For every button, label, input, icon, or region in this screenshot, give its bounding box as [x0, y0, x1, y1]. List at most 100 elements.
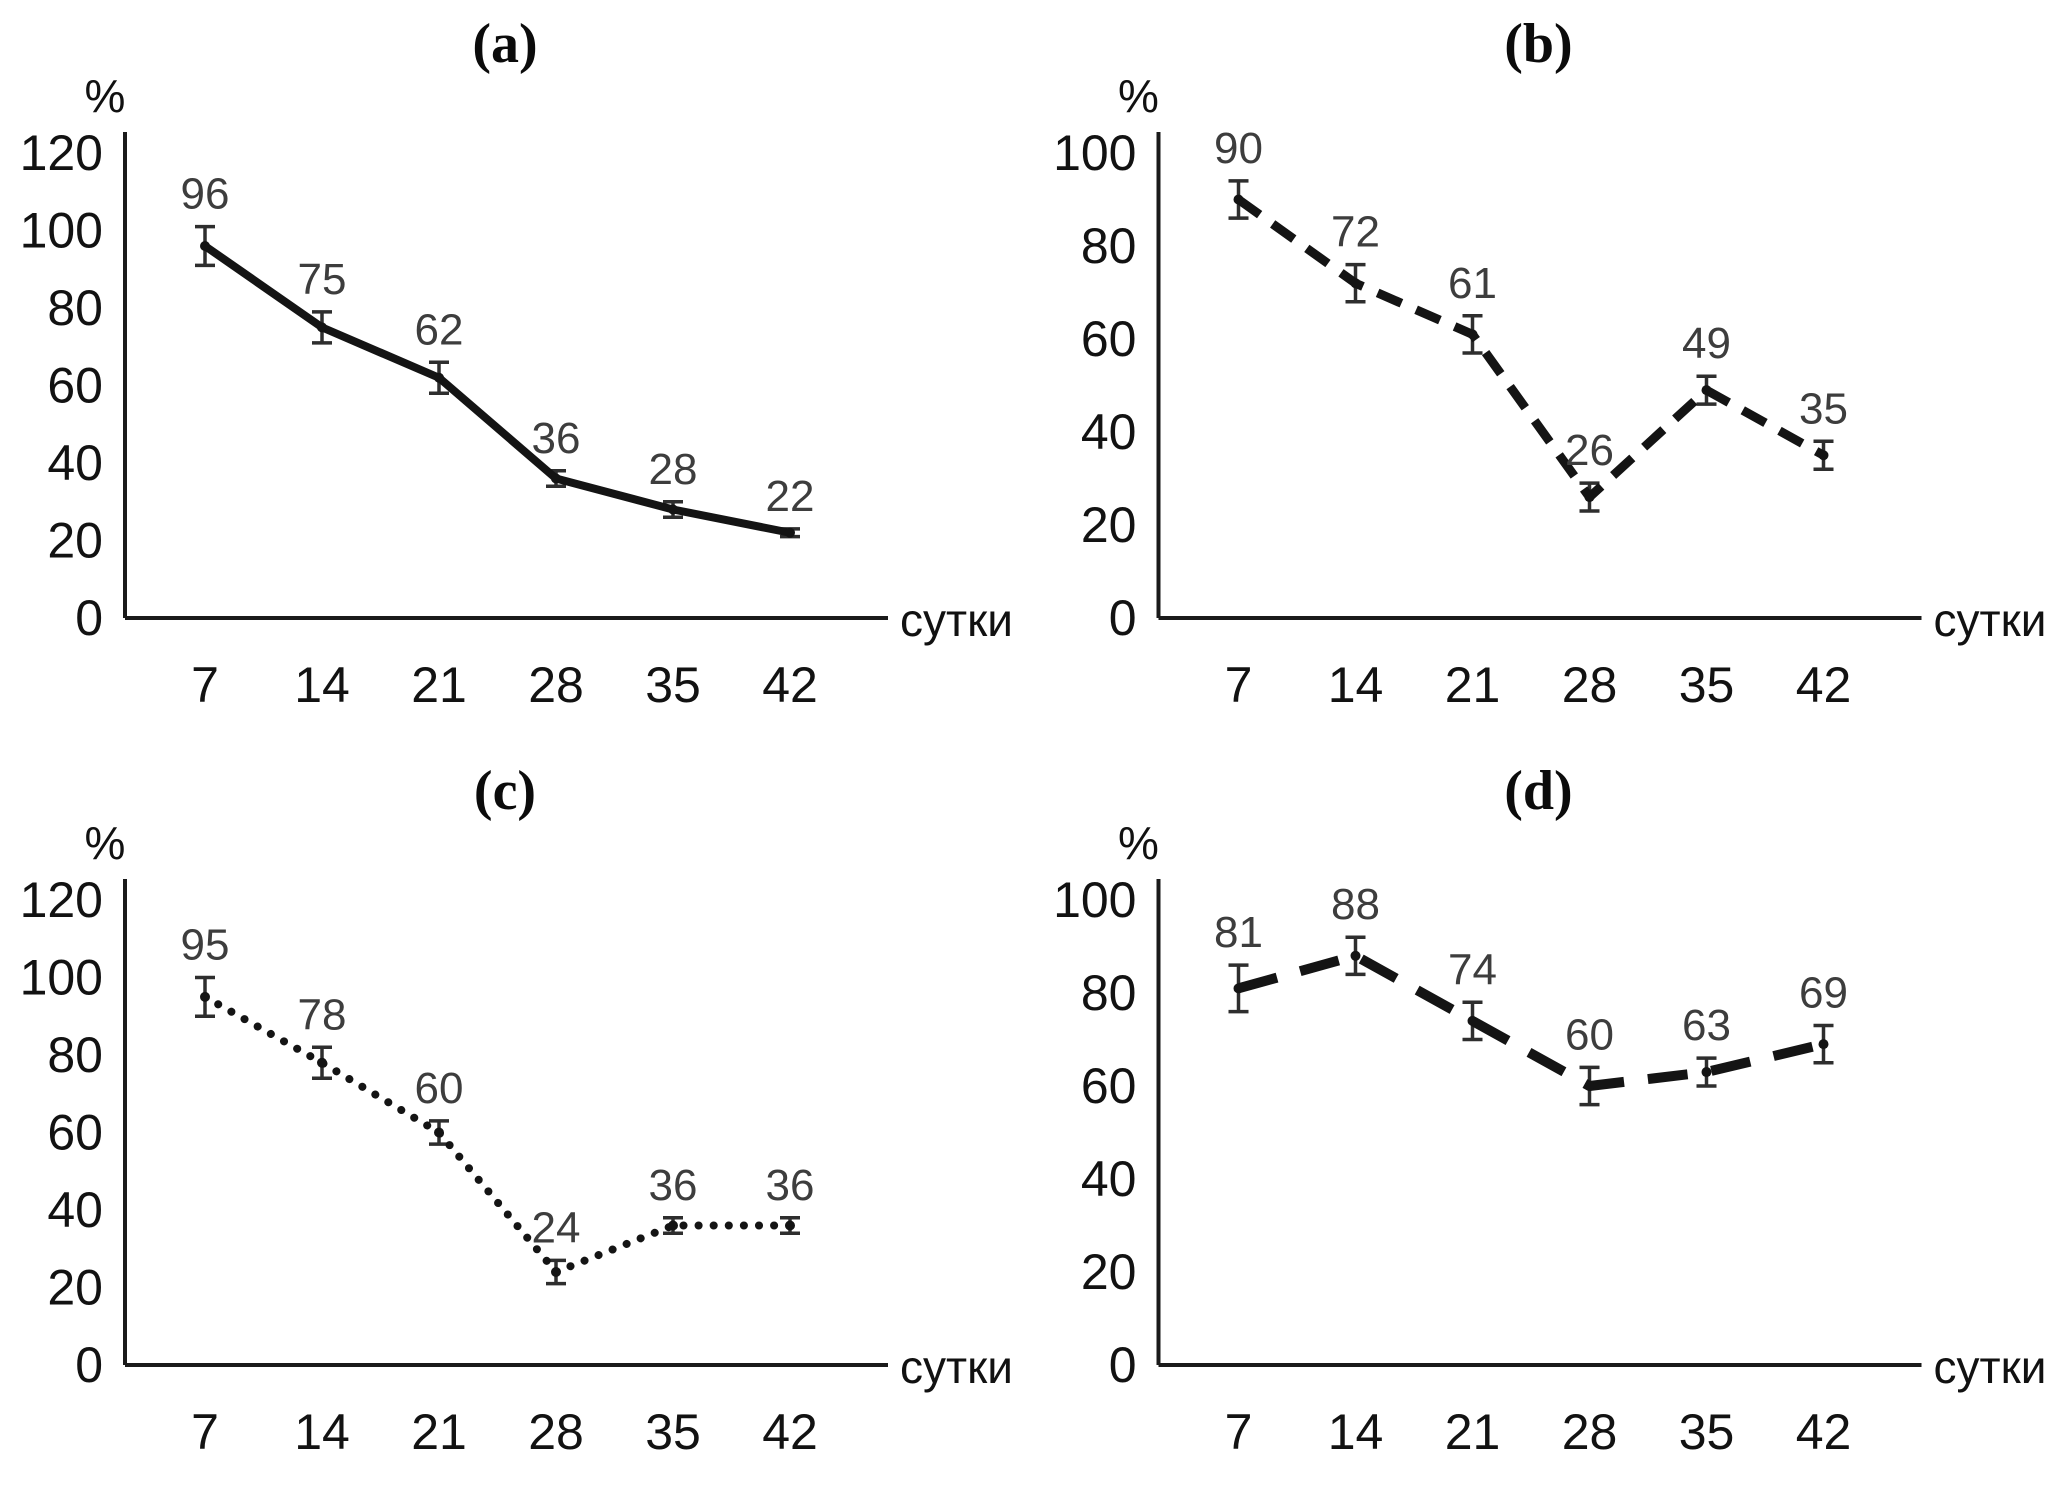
data-label-a-35: 28 [649, 445, 698, 494]
x-tick-label-c-42: 42 [762, 1404, 818, 1460]
x-tick-label-b-21: 21 [1445, 657, 1501, 713]
series-line-a-solid [202, 242, 791, 537]
data-point-c-14 [317, 1057, 327, 1068]
data-point-a-35 [668, 504, 678, 515]
panel-d-y-unit: % [1118, 817, 1159, 869]
data-point-a-28 [551, 473, 561, 484]
data-label-c-28: 24 [532, 1203, 581, 1252]
panel-b-y-unit: % [1118, 70, 1159, 122]
x-tick-label-c-14: 14 [294, 1404, 350, 1460]
panel-b-chart: (b) % сутки 0 20 40 60 80 100 7 14 21 28 35 42 90 72 6… [1053, 13, 2047, 713]
data-label-d-14: 88 [1331, 880, 1380, 929]
data-label-d-28: 60 [1565, 1010, 1614, 1059]
y-tick-label-a-0: 0 [75, 590, 103, 646]
data-point-c-35 [668, 1220, 678, 1231]
data-label-b-21: 61 [1448, 259, 1497, 308]
data-point-c-7 [200, 991, 210, 1002]
data-label-b-28: 26 [1565, 426, 1614, 475]
data-label-d-21: 74 [1448, 945, 1497, 994]
data-point-d-14 [1350, 950, 1361, 961]
data-point-c-21 [434, 1127, 444, 1138]
data-label-b-14: 72 [1331, 208, 1380, 257]
data-point-b-7 [1233, 194, 1244, 205]
data-label-a-14: 75 [298, 255, 347, 304]
panel-a: (a) % сутки 0 20 40 60 80 100 120 7 14 21 28 35 42 96… [0, 0, 1033, 747]
data-point-b-21 [1467, 329, 1478, 340]
x-tick-label-a-21: 21 [411, 657, 467, 713]
panel-b-title: (b) [1504, 13, 1572, 75]
series-line-b-dashed [1235, 195, 1826, 502]
x-tick-label-b-35: 35 [1679, 657, 1735, 713]
data-label-c-14: 78 [298, 990, 347, 1039]
y-tick-label-a-100: 100 [20, 203, 103, 259]
y-tick-label-d-100: 100 [1053, 872, 1136, 928]
data-label-c-42: 36 [766, 1161, 815, 1210]
y-tick-label-c-120: 120 [20, 872, 103, 928]
data-point-a-21 [434, 372, 444, 383]
x-tick-label-a-42: 42 [762, 657, 818, 713]
panel-c-x-unit: сутки [900, 1341, 1013, 1393]
data-point-a-14 [317, 322, 327, 333]
panel-a-chart: (a) % сутки 0 20 40 60 80 100 120 7 14 21 28 35 42 96… [20, 13, 1013, 713]
panel-d-plot-area: 0 20 40 60 80 100 7 14 21 28 35 42 81 88 74 60 63 69 [1053, 872, 1922, 1460]
x-tick-label-c-7: 7 [191, 1404, 219, 1460]
y-tick-label-b-60: 60 [1081, 311, 1137, 367]
y-tick-label-a-80: 80 [47, 280, 103, 336]
data-label-a-28: 36 [532, 414, 581, 463]
data-label-a-7: 96 [181, 170, 230, 219]
data-label-b-35: 49 [1682, 319, 1731, 368]
data-label-c-7: 95 [181, 921, 230, 970]
data-point-a-7 [200, 241, 210, 251]
x-tick-label-d-42: 42 [1796, 1404, 1852, 1460]
x-tick-label-c-35: 35 [645, 1404, 701, 1460]
y-tick-label-a-60: 60 [47, 358, 103, 414]
data-point-d-28 [1584, 1081, 1595, 1091]
data-point-c-42 [785, 1220, 795, 1231]
data-point-d-42 [1818, 1039, 1829, 1050]
data-label-a-42: 22 [766, 472, 815, 521]
x-tick-label-d-28: 28 [1562, 1404, 1618, 1460]
x-tick-label-a-14: 14 [294, 657, 350, 713]
panel-a-plot-area: 0 20 40 60 80 100 120 7 14 21 28 35 42 96 75 62 36 28 22 [20, 125, 888, 713]
y-tick-label-a-20: 20 [47, 513, 103, 569]
y-tick-label-d-0: 0 [1109, 1337, 1137, 1393]
y-tick-label-c-60: 60 [47, 1105, 103, 1161]
data-point-d-35 [1701, 1067, 1712, 1078]
panel-b-x-unit: сутки [1934, 594, 2047, 646]
panel-c-plot-area: 0 20 40 60 80 100 120 7 14 21 28 35 42 95 78 60 24 36 36 [20, 872, 888, 1460]
x-tick-label-d-21: 21 [1445, 1404, 1501, 1460]
panel-a-y-unit: % [85, 70, 126, 122]
y-tick-label-c-80: 80 [47, 1027, 103, 1083]
panel-a-title: (a) [472, 13, 537, 75]
x-tick-label-d-14: 14 [1328, 1404, 1384, 1460]
y-tick-label-b-80: 80 [1081, 218, 1137, 274]
data-point-a-42 [785, 527, 795, 538]
x-tick-label-b-7: 7 [1225, 657, 1253, 713]
panel-d-title: (d) [1504, 760, 1572, 822]
series-line-c-dotted [201, 992, 794, 1276]
panel-d-chart: (d) % сутки 0 20 40 60 80 100 7 14 21 28 35 42 81 88 7… [1053, 760, 2046, 1460]
x-tick-label-b-42: 42 [1796, 657, 1852, 713]
panel-b-plot-area: 0 20 40 60 80 100 7 14 21 28 35 42 90 72 61 26 49 35 [1053, 124, 1922, 713]
y-tick-label-b-40: 40 [1081, 404, 1137, 460]
data-label-d-7: 81 [1214, 908, 1263, 957]
panel-c-chart: (c) % сутки 0 20 40 60 80 100 120 7 14 21 28 35 42 95… [20, 760, 1013, 1460]
x-tick-label-b-14: 14 [1328, 657, 1384, 713]
panel-c-title: (c) [474, 760, 536, 822]
data-point-d-21 [1467, 1015, 1478, 1026]
data-point-b-14 [1350, 278, 1361, 289]
series-line-d-long-dash [1237, 950, 1825, 1091]
x-tick-label-a-35: 35 [645, 657, 701, 713]
x-tick-label-d-35: 35 [1679, 1404, 1735, 1460]
data-point-b-28 [1584, 492, 1595, 503]
panel-b: (b) % сутки 0 20 40 60 80 100 7 14 21 28 35 42 90 72 6… [1033, 0, 2067, 747]
y-tick-label-c-40: 40 [47, 1182, 103, 1238]
data-point-d-7 [1233, 983, 1244, 994]
data-label-b-7: 90 [1214, 124, 1263, 173]
data-point-b-35 [1701, 385, 1712, 396]
x-tick-label-c-28: 28 [528, 1404, 584, 1460]
y-tick-label-a-120: 120 [20, 125, 103, 181]
y-tick-label-a-40: 40 [47, 435, 103, 491]
panel-c: (c) % сутки 0 20 40 60 80 100 120 7 14 21 28 35 42 95… [0, 747, 1033, 1494]
y-tick-label-d-20: 20 [1081, 1244, 1137, 1300]
